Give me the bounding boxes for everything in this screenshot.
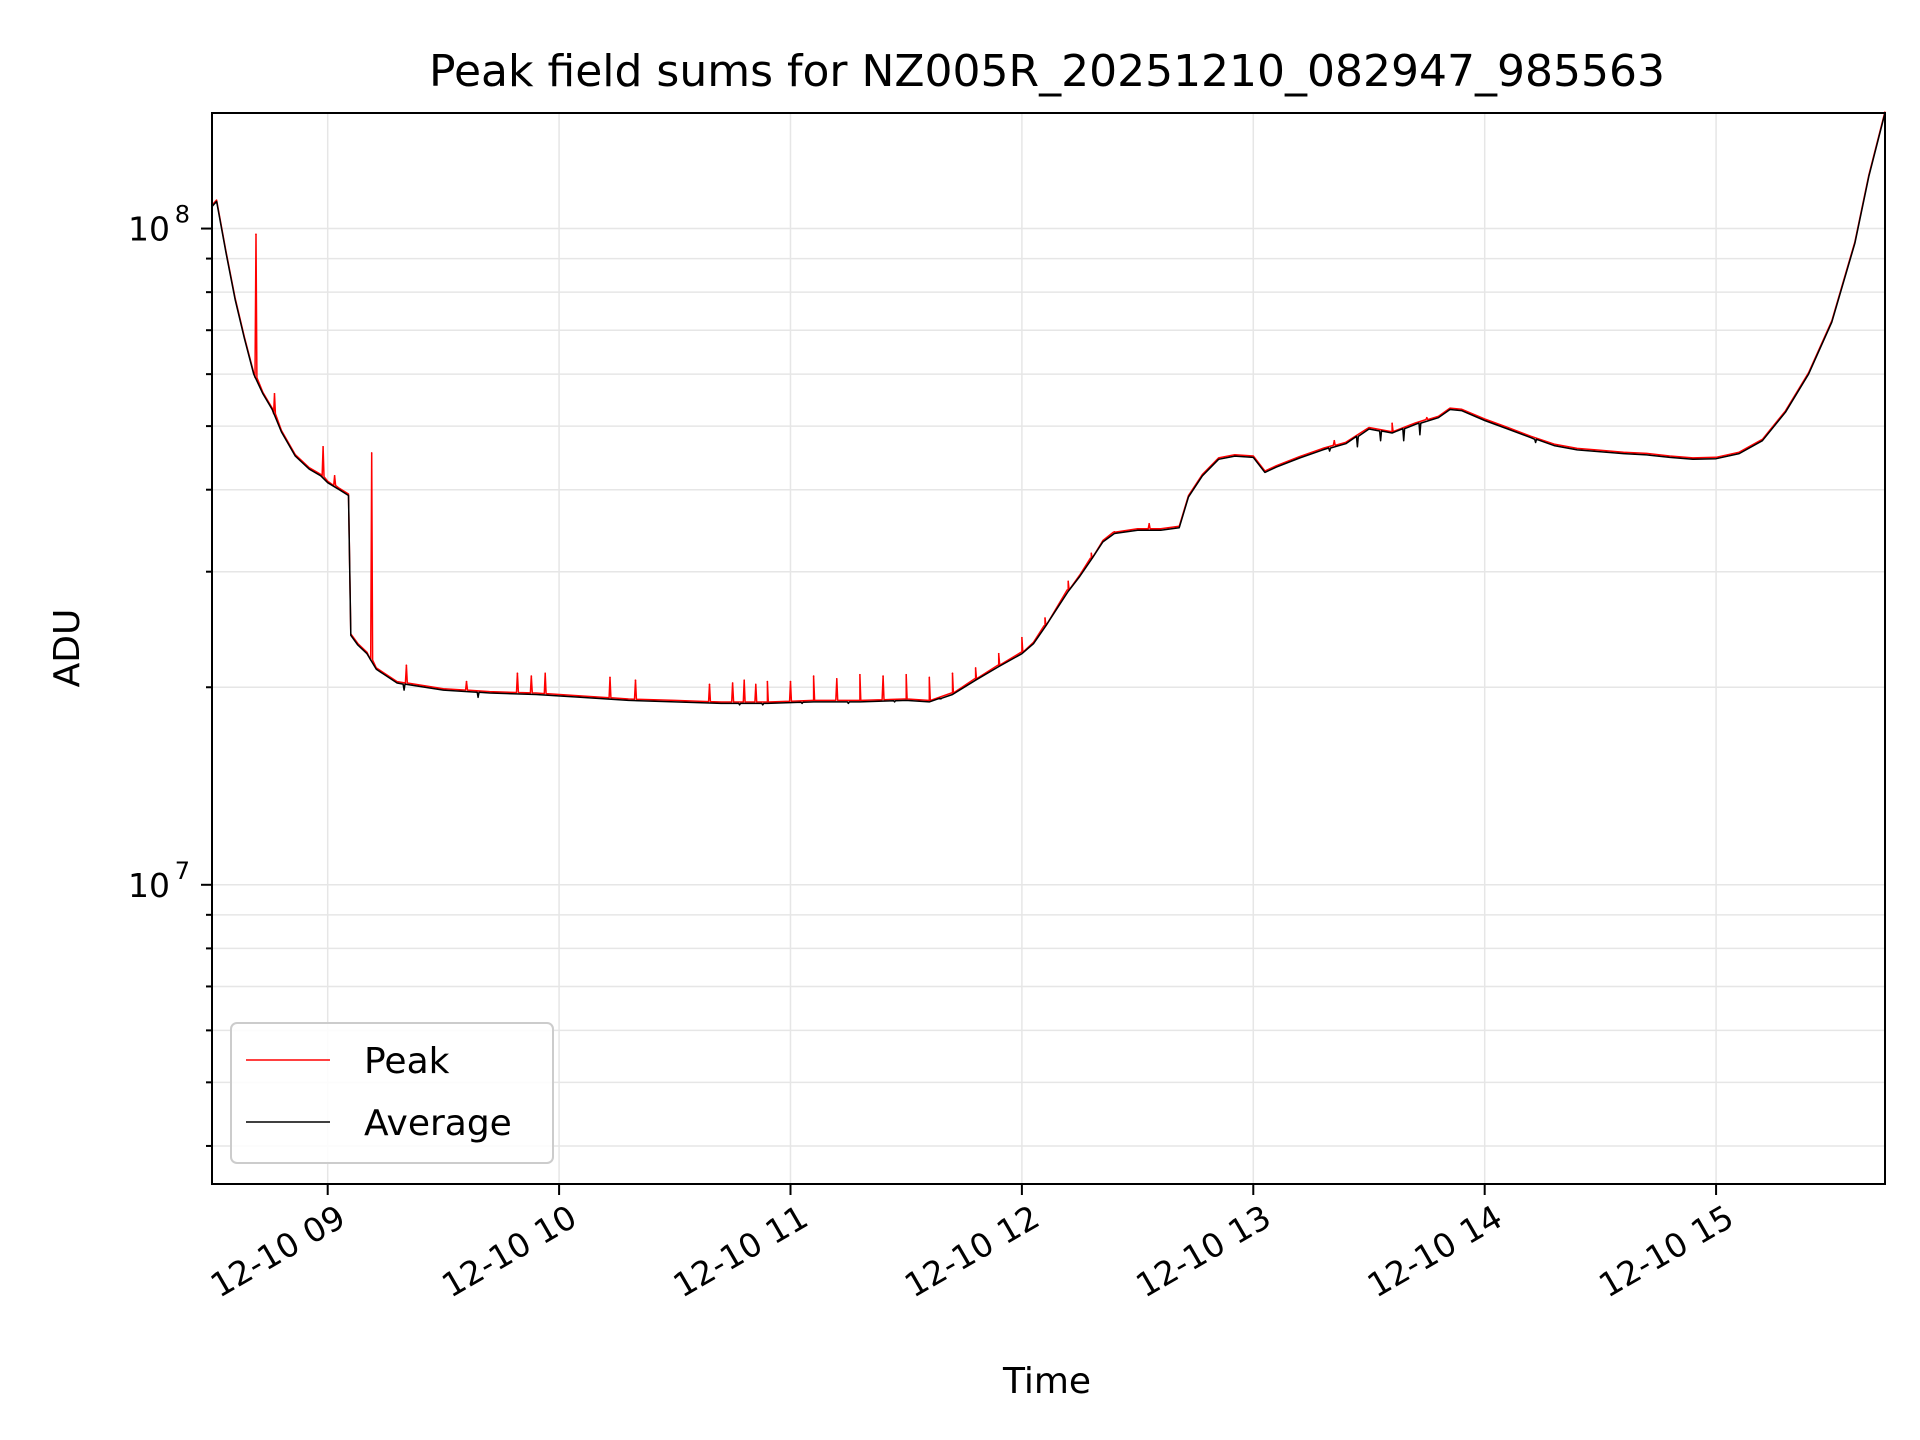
peak-spike-point	[322, 445, 324, 448]
peak-spike-point	[370, 452, 373, 454]
peak-spike-point	[530, 675, 533, 677]
plot-frame	[211, 112, 1886, 1185]
chart-title: Peak field sums for NZ005R_20251210_0829…	[429, 46, 1665, 97]
peak-spike-point	[1021, 636, 1023, 639]
peak-spike-point	[273, 393, 276, 395]
legend[interactable]: Peak Average	[230, 1022, 554, 1164]
y-tick-label: 10	[128, 210, 170, 249]
y-tick-exponent: 7	[175, 857, 190, 885]
peak-spike-point	[812, 675, 815, 677]
peak-spike-point	[974, 667, 977, 669]
series-peak	[211, 111, 1886, 703]
peak-spike-point	[333, 474, 336, 477]
peak-spike-point	[928, 676, 931, 679]
peak-spike-point	[1067, 580, 1069, 583]
peak-spike-point	[465, 680, 468, 683]
legend-label-peak: Peak	[364, 1041, 450, 1082]
peak-spike-point	[1113, 531, 1116, 533]
peak-spike-point	[859, 673, 861, 676]
peak-spike-point	[1148, 522, 1150, 525]
peak-spike-point	[743, 679, 746, 682]
peak-spike-point	[1333, 439, 1336, 442]
y-tick-exponent: 8	[175, 201, 190, 229]
peak-spike-point	[255, 233, 257, 236]
peak-spike-point	[882, 675, 884, 677]
peak-spike-point	[405, 664, 408, 667]
peak-spike-point	[1090, 552, 1093, 555]
average-line	[211, 112, 1886, 706]
peak-spike-point	[634, 679, 637, 682]
peak-spike-point	[609, 676, 611, 679]
series-average	[211, 112, 1886, 706]
peak-spike-point	[516, 672, 519, 675]
peak-spike-point	[544, 672, 547, 675]
peak-spike-point	[997, 652, 1000, 655]
y-tick-label: 10	[128, 866, 170, 905]
peak-spike-point	[1044, 617, 1046, 619]
x-axis-label: Time	[1002, 1361, 1091, 1402]
peak-spike-point	[835, 678, 838, 680]
peak-line	[211, 111, 1886, 703]
peak-spike-point	[951, 672, 954, 675]
legend-label-average: Average	[364, 1103, 512, 1144]
peak-spike-point	[731, 682, 734, 684]
peak-spike-point	[766, 680, 769, 683]
peak-spike-point	[789, 680, 792, 683]
peak-spike-point	[905, 673, 907, 676]
legend-box	[230, 1022, 554, 1164]
peak-spike-point	[754, 683, 757, 686]
peak-spike-point	[708, 683, 711, 686]
peak-spike-point	[1391, 422, 1393, 425]
peak-spike-point	[1426, 416, 1428, 419]
y-axis-label: ADU	[47, 609, 88, 688]
